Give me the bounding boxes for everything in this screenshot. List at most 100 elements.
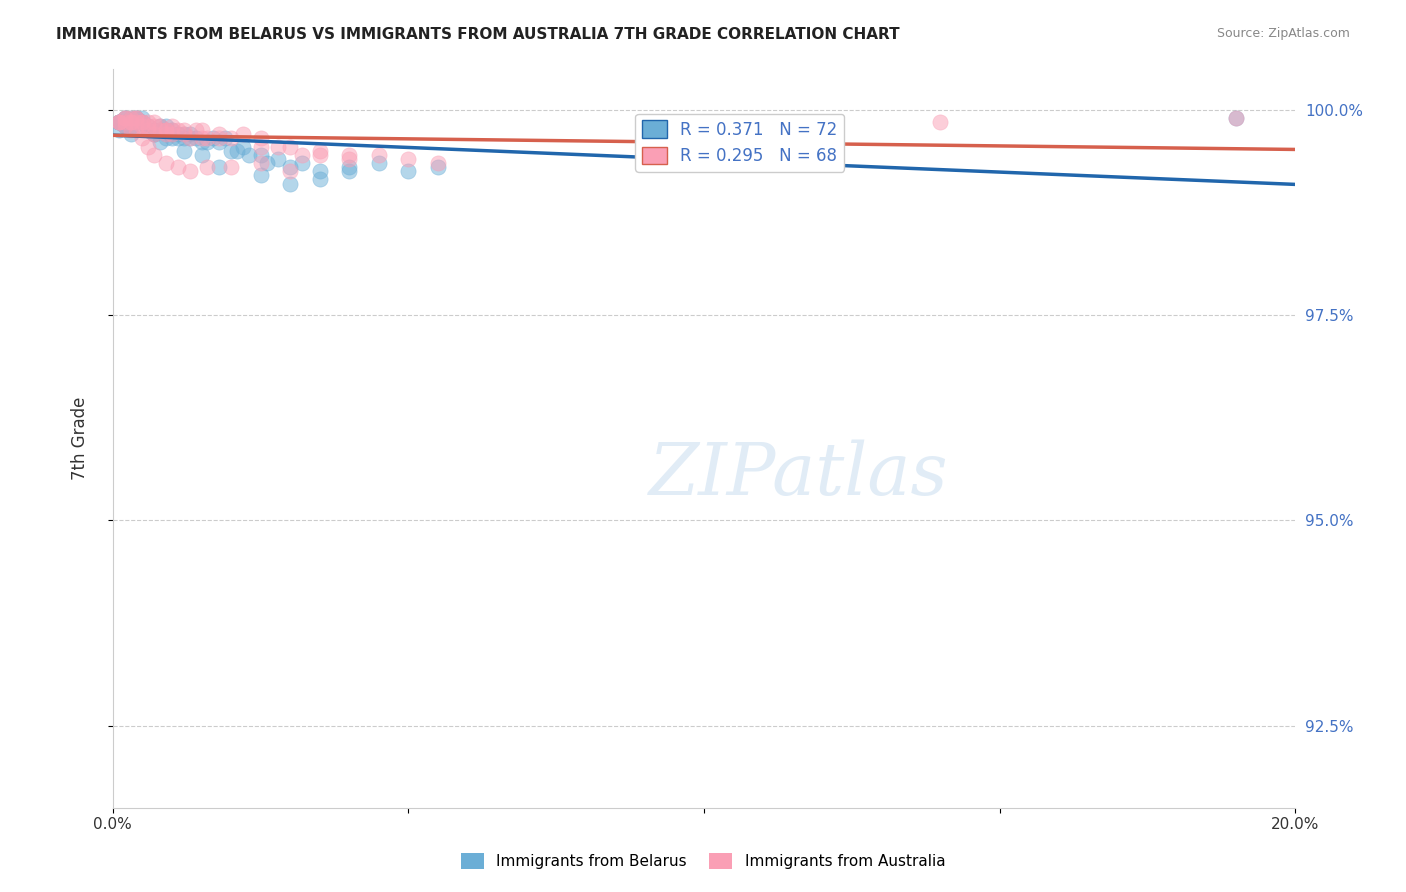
Point <box>160 131 183 145</box>
Point <box>278 139 301 153</box>
Point <box>190 123 212 137</box>
Point <box>136 119 159 133</box>
Point <box>120 115 142 129</box>
Point <box>202 131 225 145</box>
Point <box>114 111 136 125</box>
Point <box>107 115 129 129</box>
Point <box>173 123 195 137</box>
Point <box>149 123 172 137</box>
Point <box>120 115 142 129</box>
Point <box>120 115 142 129</box>
Point <box>107 115 129 129</box>
Point <box>160 127 183 141</box>
Point <box>308 147 330 161</box>
Point <box>114 119 136 133</box>
Point <box>136 123 159 137</box>
Point <box>131 111 153 125</box>
Point <box>167 123 190 137</box>
Point <box>190 136 212 150</box>
Point <box>136 115 159 129</box>
Point <box>308 164 330 178</box>
Point <box>114 119 136 133</box>
Point <box>136 123 159 137</box>
Point <box>249 156 271 170</box>
Point <box>278 164 301 178</box>
Point <box>143 127 166 141</box>
Point <box>125 111 148 125</box>
Point <box>208 127 231 141</box>
Point <box>149 136 172 150</box>
Point <box>167 131 190 145</box>
Point <box>308 144 330 158</box>
Point <box>149 123 172 137</box>
Point <box>131 131 153 145</box>
Point <box>149 119 172 133</box>
Point <box>114 119 136 133</box>
Text: ZIPatlas: ZIPatlas <box>648 440 949 510</box>
Point <box>131 115 153 129</box>
Point <box>143 127 166 141</box>
Point <box>125 115 148 129</box>
Point <box>125 111 148 125</box>
Legend: Immigrants from Belarus, Immigrants from Australia: Immigrants from Belarus, Immigrants from… <box>454 847 952 875</box>
Point <box>114 111 136 125</box>
Point <box>136 119 159 133</box>
Point <box>107 115 129 129</box>
Point <box>396 152 419 166</box>
Point <box>114 115 136 129</box>
Point <box>226 144 249 158</box>
Point <box>249 131 271 145</box>
Point <box>167 160 190 174</box>
Point <box>107 115 129 129</box>
Point <box>929 115 952 129</box>
Point <box>160 123 183 137</box>
Point <box>179 127 201 141</box>
Point <box>125 123 148 137</box>
Point <box>396 164 419 178</box>
Point <box>249 169 271 183</box>
Point <box>337 164 360 178</box>
Point <box>131 115 153 129</box>
Point <box>190 147 212 161</box>
Point <box>167 127 190 141</box>
Point <box>155 119 177 133</box>
Point <box>107 115 129 129</box>
Point <box>120 115 142 129</box>
Point <box>136 139 159 153</box>
Point <box>125 115 148 129</box>
Point <box>143 123 166 137</box>
Point <box>155 123 177 137</box>
Point <box>149 119 172 133</box>
Legend: R = 0.371   N = 72, R = 0.295   N = 68: R = 0.371 N = 72, R = 0.295 N = 68 <box>636 114 845 172</box>
Point <box>131 119 153 133</box>
Point <box>208 136 231 150</box>
Point <box>120 123 142 137</box>
Point <box>155 123 177 137</box>
Point <box>155 156 177 170</box>
Point <box>143 127 166 141</box>
Point <box>291 156 314 170</box>
Point <box>197 160 219 174</box>
Point <box>291 147 314 161</box>
Point <box>155 131 177 145</box>
Y-axis label: 7th Grade: 7th Grade <box>72 396 89 480</box>
Point <box>219 144 242 158</box>
Point <box>107 123 129 137</box>
Point <box>427 160 450 174</box>
Point <box>114 111 136 125</box>
Text: IMMIGRANTS FROM BELARUS VS IMMIGRANTS FROM AUSTRALIA 7TH GRADE CORRELATION CHART: IMMIGRANTS FROM BELARUS VS IMMIGRANTS FR… <box>56 27 900 42</box>
Point <box>179 131 201 145</box>
Point <box>238 147 260 161</box>
Point <box>160 123 183 137</box>
Point <box>197 131 219 145</box>
Point <box>337 160 360 174</box>
Point <box>155 127 177 141</box>
Point <box>125 123 148 137</box>
Point <box>107 115 129 129</box>
Point <box>337 152 360 166</box>
Point <box>179 131 201 145</box>
Point <box>256 156 278 170</box>
Point <box>232 139 254 153</box>
Point <box>143 119 166 133</box>
Point <box>367 147 389 161</box>
